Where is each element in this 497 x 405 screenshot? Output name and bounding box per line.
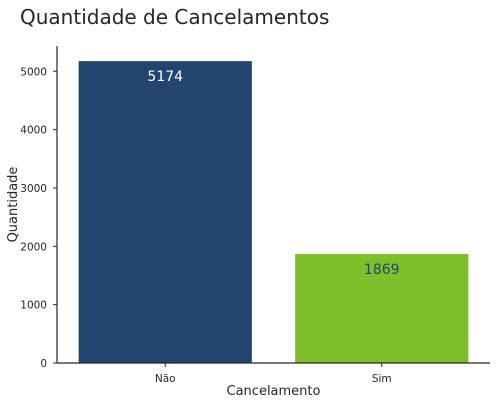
y-tick-label: 1000 [20,300,47,312]
bar-data-labels: 5174 1869 [147,69,399,278]
y-tick-label: 5000 [20,66,47,78]
bar-sim [295,253,469,363]
y-tick-label: 3000 [20,183,47,195]
x-tick-label: Não [155,373,176,385]
chart-title: Quantidade de Cancelamentos [20,5,329,29]
y-axis-label: Quantidade [6,167,21,243]
x-tick-label: Sim [372,373,392,385]
bar-nao [78,61,252,363]
y-tick-label: 4000 [20,125,47,137]
y-axis-ticks: 0 1000 2000 3000 4000 5000 [20,66,57,370]
bar-value-label: 1869 [364,262,400,278]
x-axis-ticks: Não Sim [155,363,392,385]
bar-value-label: 5174 [147,69,183,85]
y-tick-label: 0 [40,358,47,370]
x-axis-label: Cancelamento [227,384,321,399]
y-tick-label: 2000 [20,241,47,253]
bars [78,61,469,363]
